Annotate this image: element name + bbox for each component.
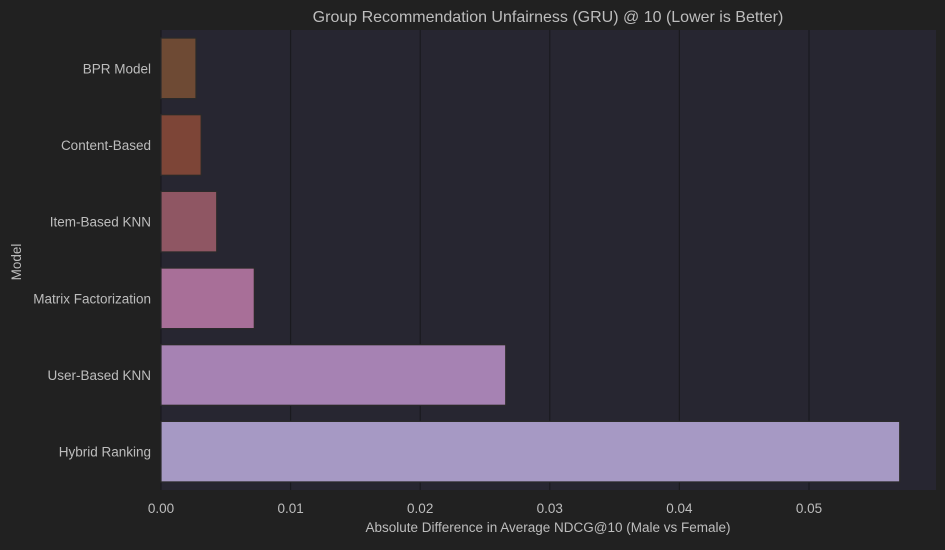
- bar-content-based: [160, 114, 202, 176]
- x-tick-label: 0.02: [407, 501, 433, 516]
- x-tick-label: 0.05: [796, 501, 822, 516]
- bars: [160, 37, 901, 483]
- x-tick-label: 0.01: [277, 501, 303, 516]
- y-tick-labels: BPR Model Content-Based Item-Based KNN Matr…: [33, 61, 151, 459]
- y-axis-label: Model: [9, 244, 24, 281]
- bar-hybrid-ranking: [160, 420, 901, 483]
- grid-lines: [160, 30, 810, 490]
- y-tick-label: User-Based KNN: [47, 368, 151, 383]
- y-tick-label: Matrix Factorization: [33, 291, 151, 306]
- bar-item-based-knn: [160, 190, 218, 253]
- y-tick-label: Content-Based: [61, 138, 151, 153]
- chart-title: Group Recommendation Unfairness (GRU) @ …: [313, 9, 784, 26]
- x-tick-label: 0.04: [666, 501, 693, 516]
- bar-matrix-factorization: [160, 267, 255, 330]
- x-tick-labels: 0.00 0.01 0.02 0.03 0.04 0.05: [148, 501, 822, 516]
- y-tick-label: Hybrid Ranking: [59, 445, 151, 460]
- x-tick-label: 0.03: [537, 501, 563, 516]
- bar-user-based-knn: [160, 344, 507, 406]
- bar-bpr-model: [160, 37, 197, 100]
- x-axis-label: Absolute Difference in Average NDCG@10 (…: [365, 520, 730, 535]
- x-tick-label: 0.00: [148, 501, 174, 516]
- y-tick-label: BPR Model: [83, 61, 151, 76]
- y-tick-label: Item-Based KNN: [50, 215, 151, 230]
